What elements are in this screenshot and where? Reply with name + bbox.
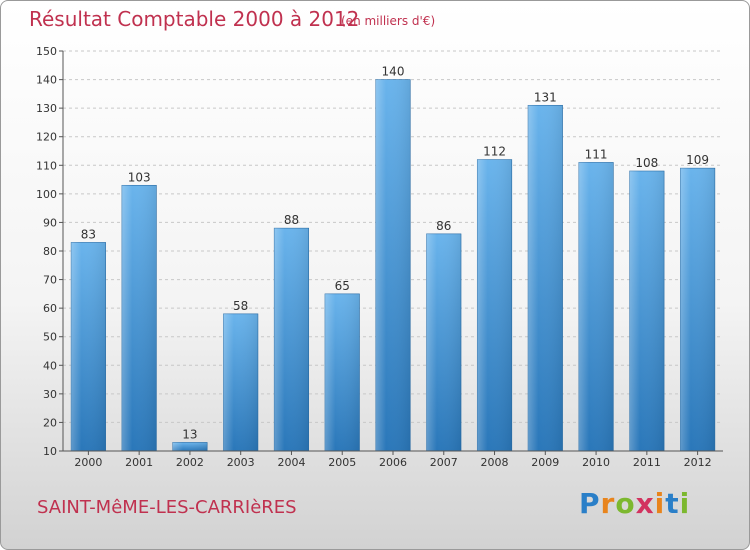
- bars: 83 103 13 58 88 65 140 86 112 131 111 108 109: [70, 65, 716, 452]
- bar-shine: [375, 79, 411, 452]
- y-tick-label: 20: [43, 416, 57, 429]
- x-tick-label: 2011: [633, 456, 661, 469]
- logo-letter: P: [579, 487, 601, 520]
- x-tick-label: 2006: [379, 456, 407, 469]
- bar-shine: [629, 171, 665, 451]
- bar-shine: [680, 168, 715, 451]
- y-tick-label: 100: [36, 188, 57, 201]
- bar-shine: [426, 233, 462, 451]
- x-tick-label: 2009: [531, 456, 559, 469]
- y-tick-label: 50: [43, 331, 57, 344]
- y-tick-label: 40: [43, 359, 57, 372]
- bar-shine: [274, 228, 309, 451]
- x-tick-label: 2010: [582, 456, 610, 469]
- logo-letter: r: [600, 487, 616, 520]
- x-tick-label: 2001: [125, 456, 153, 469]
- proxiti-logo: Proxiti: [579, 487, 690, 520]
- bar-value-label: 140: [382, 65, 405, 79]
- axes: 10 20 30 40 50 60 70 80 90 100 110 120 130 140 150 2000…: [36, 45, 723, 469]
- x-tick-label: 2004: [277, 456, 305, 469]
- bar-value-label: 112: [483, 145, 506, 159]
- y-tick-label: 110: [36, 159, 57, 172]
- bar-shine: [477, 159, 512, 452]
- bar-value-label: 88: [284, 213, 299, 227]
- bar-value-label: 111: [585, 147, 608, 161]
- x-tick-label: 2000: [74, 456, 102, 469]
- x-tick-label: 2008: [481, 456, 509, 469]
- bar-value-label: 109: [686, 153, 709, 167]
- y-tick-label: 90: [43, 216, 57, 229]
- logo-letter: o: [615, 487, 636, 520]
- chart-title: Résultat Comptable 2000 à 2012: [29, 7, 360, 31]
- y-tick-label: 60: [43, 302, 57, 315]
- y-tick-label: 70: [43, 274, 57, 287]
- x-tick-label: 2012: [684, 456, 712, 469]
- bar-value-label: 65: [335, 279, 350, 293]
- bar-shine: [578, 162, 614, 451]
- logo-letter: i: [654, 487, 666, 520]
- y-tick-label: 150: [36, 45, 57, 58]
- y-tick-label: 120: [36, 131, 57, 144]
- bar-shine: [172, 442, 208, 451]
- bar-value-label: 108: [635, 156, 658, 170]
- y-tick-label: 140: [36, 74, 57, 87]
- y-tick-label: 30: [43, 388, 57, 401]
- bar-shine: [71, 242, 106, 451]
- logo-letter: t: [665, 487, 680, 520]
- y-tick-label: 80: [43, 245, 57, 258]
- x-tick-label: 2003: [227, 456, 255, 469]
- x-tick-label: 2005: [328, 456, 356, 469]
- bar-shine: [528, 105, 563, 452]
- bar-value-label: 86: [436, 219, 451, 233]
- x-tick-label: 2007: [430, 456, 458, 469]
- logo-letter: i: [679, 487, 691, 520]
- commune-name: SAINT-MêME-LES-CARRIèRES: [37, 497, 297, 518]
- bar-value-label: 103: [128, 170, 151, 184]
- bar-shine: [223, 313, 258, 451]
- bar-value-label: 131: [534, 90, 557, 104]
- bar-value-label: 83: [81, 227, 96, 241]
- bar-shine: [121, 185, 157, 452]
- chart-subtitle: (en milliers d'€): [341, 14, 436, 28]
- y-tick-label: 10: [43, 445, 57, 458]
- bar-value-label: 13: [182, 427, 197, 441]
- y-tick-label: 130: [36, 102, 57, 115]
- x-tick-label: 2002: [176, 456, 204, 469]
- bar-shine: [324, 293, 360, 451]
- logo-letter: x: [635, 487, 655, 520]
- bar-value-label: 58: [233, 299, 248, 313]
